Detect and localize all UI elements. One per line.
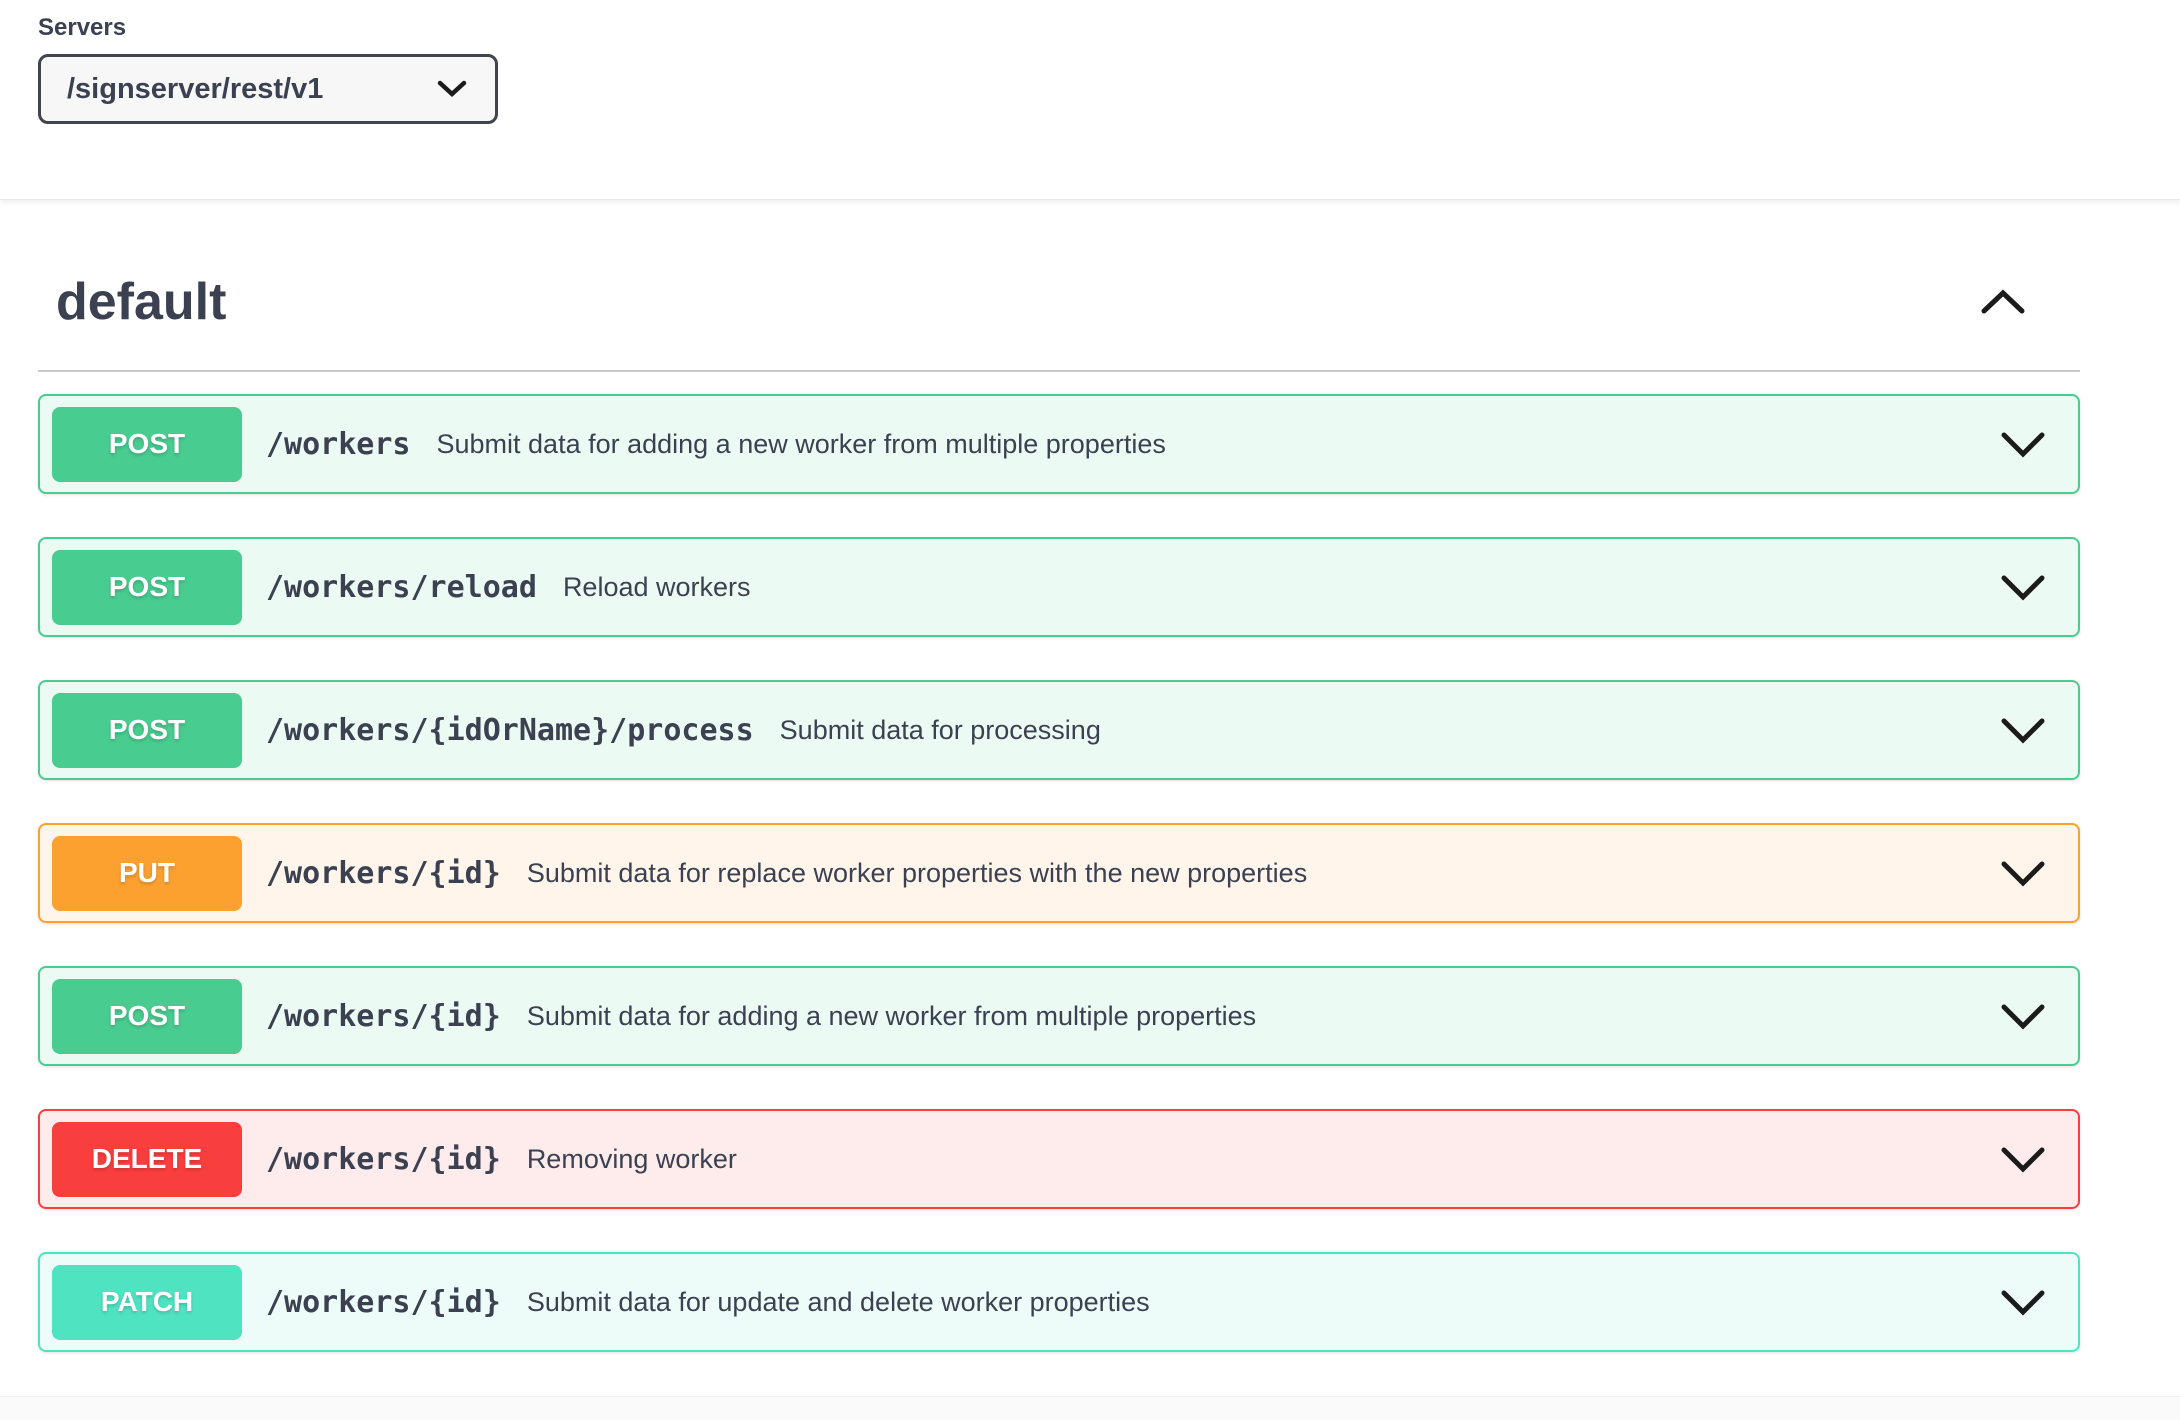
endpoint-description: Submit data for processing (779, 714, 1101, 745)
chevron-down-icon[interactable] (1996, 1285, 2050, 1320)
endpoint-path: /workers (266, 426, 411, 462)
endpoint-path: /workers/{id} (266, 1284, 501, 1320)
endpoint-row[interactable]: POST /workers/reload Reload workers (38, 537, 2080, 637)
servers-label: Servers (38, 14, 127, 41)
method-badge: POST (52, 978, 242, 1054)
chevron-down-icon[interactable] (1996, 999, 2050, 1034)
endpoint-path: /workers/{id} (266, 855, 501, 891)
endpoint-description: Submit data for replace worker propertie… (526, 857, 1308, 888)
endpoint-path: /workers/reload (266, 569, 537, 605)
method-badge: POST (52, 406, 242, 482)
endpoint-path: /workers/{id} (266, 1141, 501, 1177)
tag-section-default: default POST /workers Submit data for ad… (38, 200, 2080, 1352)
endpoint-description: Submit data for update and delete worker… (526, 1286, 1150, 1317)
endpoint-row[interactable]: POST /workers Submit data for adding a n… (38, 394, 2080, 494)
endpoint-path: /workers/{idOrName}/process (266, 712, 754, 748)
tag-title: default (56, 273, 227, 331)
method-badge: PUT (52, 835, 242, 911)
chevron-down-icon[interactable] (1996, 856, 2050, 891)
method-badge: POST (52, 549, 242, 625)
endpoint-description: Submit data for adding a new worker from… (436, 428, 1166, 459)
chevron-down-icon[interactable] (1996, 570, 2050, 605)
chevron-down-icon[interactable] (1996, 713, 2050, 748)
server-select[interactable]: /signserver/rest/v1 (38, 54, 498, 124)
endpoint-path: /workers/{id} (266, 998, 501, 1034)
chevron-down-icon[interactable] (1996, 427, 2050, 462)
method-badge: PATCH (52, 1264, 242, 1340)
endpoint-row[interactable]: PUT /workers/{id} Submit data for replac… (38, 823, 2080, 923)
chevron-down-icon[interactable] (1996, 1142, 2050, 1177)
endpoint-row[interactable]: POST /workers/{id} Submit data for addin… (38, 966, 2080, 1066)
chevron-up-icon[interactable] (1976, 285, 2030, 319)
endpoint-row[interactable]: POST /workers/{idOrName}/process Submit … (38, 680, 2080, 780)
method-badge: POST (52, 692, 242, 768)
endpoint-row[interactable]: DELETE /workers/{id} Removing worker (38, 1109, 2080, 1209)
endpoint-row[interactable]: PATCH /workers/{id} Submit data for upda… (38, 1252, 2080, 1352)
server-select-value: /signserver/rest/v1 (67, 72, 324, 105)
method-badge: DELETE (52, 1121, 242, 1197)
servers-section: Servers /signserver/rest/v1 (0, 0, 2180, 200)
endpoint-description: Removing worker (526, 1143, 737, 1174)
endpoint-list: POST /workers Submit data for adding a n… (38, 394, 2080, 1352)
endpoint-description: Reload workers (562, 571, 751, 602)
section-divider (0, 1396, 2180, 1420)
endpoint-description: Submit data for adding a new worker from… (526, 1000, 1257, 1031)
chevron-down-icon (437, 80, 467, 98)
tag-header[interactable]: default (38, 200, 2080, 372)
